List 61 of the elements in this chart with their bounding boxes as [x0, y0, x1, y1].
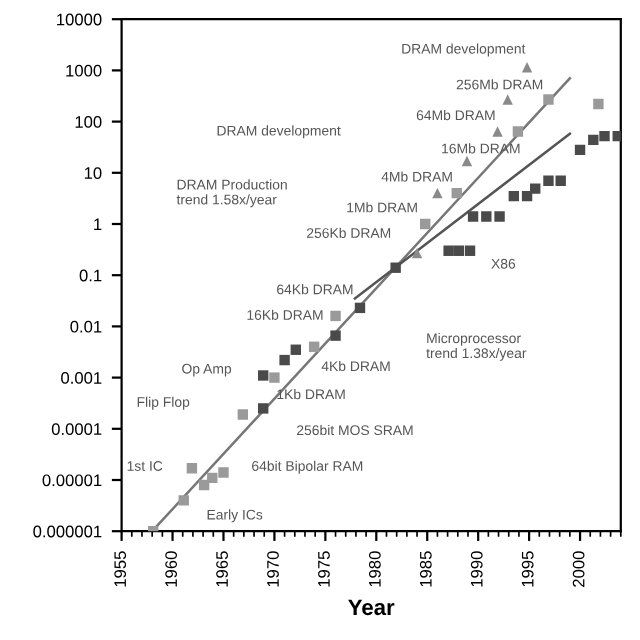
- point: [308, 341, 320, 352]
- x-tick-label: 1980: [368, 551, 381, 587]
- point: [508, 190, 520, 202]
- point: [186, 463, 198, 474]
- x-tick-label: 1995: [521, 551, 534, 587]
- point: [290, 344, 302, 355]
- point: [269, 372, 280, 383]
- point: [258, 370, 269, 381]
- y-tick-label: 10000: [57, 13, 102, 26]
- point: [330, 330, 341, 341]
- point: [237, 409, 249, 420]
- point: [574, 144, 586, 156]
- point: [464, 245, 476, 256]
- point: [207, 472, 218, 484]
- point: [494, 211, 505, 222]
- y-tick-label: 0.00001: [42, 474, 102, 487]
- point: [543, 94, 554, 105]
- point: [390, 262, 401, 273]
- y-tick-label: 10: [84, 167, 102, 179]
- point: [432, 187, 443, 199]
- point: [599, 130, 610, 142]
- point: [330, 310, 341, 322]
- y-tick-label: 1000: [66, 64, 102, 77]
- point: [451, 187, 462, 199]
- y-tick-label: 0.01: [70, 320, 102, 333]
- x-tick-label: 1975: [318, 551, 330, 587]
- point: [443, 245, 454, 256]
- y-tick-label: 0.001: [61, 372, 102, 384]
- point: [411, 247, 423, 259]
- point: [492, 126, 503, 137]
- point: [521, 62, 533, 73]
- point: [420, 218, 431, 230]
- point: [512, 126, 524, 137]
- point: [530, 183, 541, 194]
- x-tick-label: 2000: [572, 551, 585, 587]
- point: [481, 211, 492, 222]
- x-tick-label: 1955: [114, 551, 127, 587]
- point: [555, 175, 566, 186]
- x-tick-label: 1965: [216, 551, 228, 587]
- x-tick-label: 1990: [470, 551, 483, 587]
- y-tick-label: 0.0001: [51, 423, 102, 435]
- y-tick-label: 100: [75, 116, 102, 128]
- point: [178, 495, 189, 506]
- point: [258, 403, 269, 414]
- x-axis-title: Year: [348, 599, 395, 616]
- y-tick-label: 1: [94, 218, 102, 231]
- x-tick-label: 1970: [267, 551, 279, 587]
- point: [218, 467, 229, 478]
- y-tick-label: 0.000001: [33, 525, 102, 538]
- point: [502, 94, 513, 105]
- point: [461, 155, 473, 167]
- point: [354, 302, 366, 314]
- y-tick-label: 0.1: [79, 269, 102, 282]
- point: [593, 98, 604, 110]
- point: [467, 211, 479, 222]
- point: [279, 354, 290, 366]
- x-tick-label: 1960: [165, 551, 178, 587]
- point: [453, 245, 465, 256]
- x-tick-label: 1985: [419, 551, 432, 587]
- point: [588, 134, 599, 146]
- point: [543, 175, 554, 186]
